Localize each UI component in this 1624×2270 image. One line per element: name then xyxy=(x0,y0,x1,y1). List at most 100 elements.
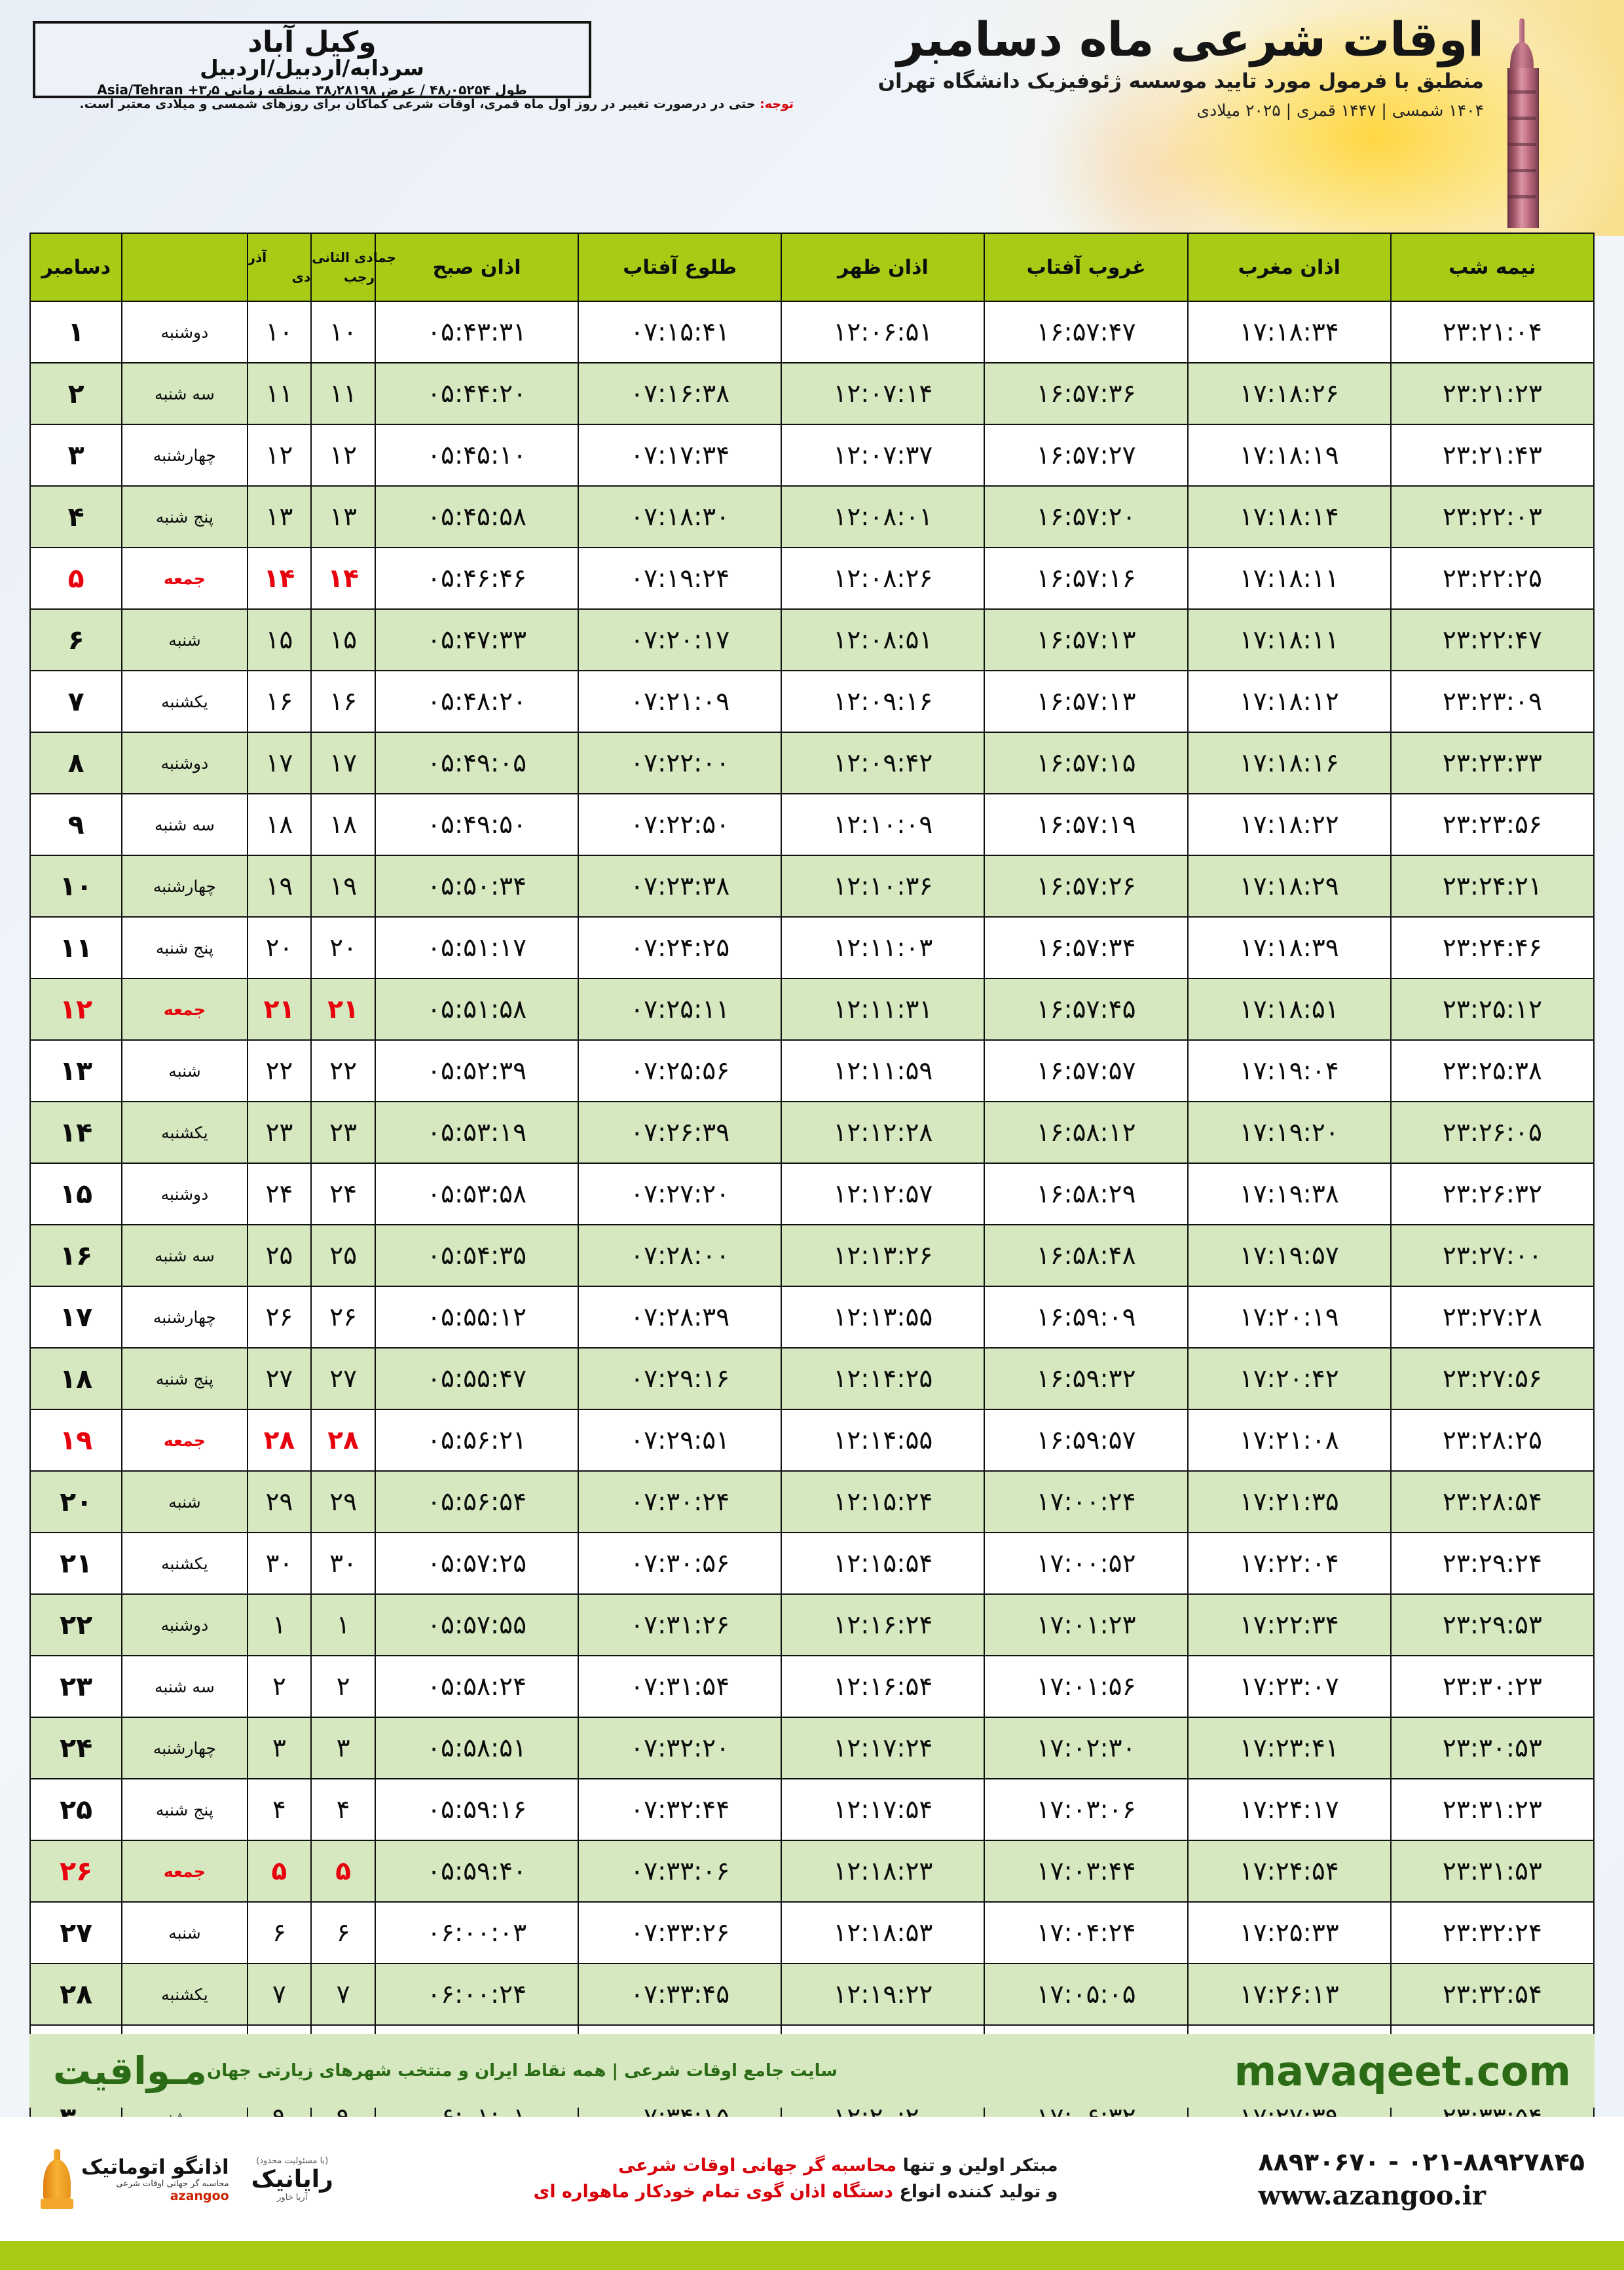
cell-weekday: چهارشنبه xyxy=(121,1717,248,1779)
cell-solar-day: ۲۹ xyxy=(246,1470,312,1533)
cell-fajr: ۰۵:۵۱:۱۷ xyxy=(374,916,580,979)
table-row: ۲۳:۲۹:۲۴ ۱۷:۲۲:۰۴ ۱۷:۰۰:۵۲ ۱۲:۱۵:۵۴ ۰۷:۳۰:۵۶… xyxy=(29,1532,1595,1595)
col-header-zuhr: اذان ظهر xyxy=(781,233,986,302)
contact-website[interactable]: www.azangoo.ir xyxy=(1258,2180,1486,2211)
cell-gregorian-day: ۲۷ xyxy=(29,1901,123,1964)
cell-zuhr: ۱۲:۱۵:۵۴ xyxy=(781,1532,986,1595)
cell-midnight: ۲۳:۲۳:۳۳ xyxy=(1390,732,1595,794)
table-row: ۲۳:۳۱:۵۳ ۱۷:۲۴:۵۴ ۱۷:۰۳:۴۴ ۱۲:۱۸:۲۳ ۰۷:۳۳:۰۶… xyxy=(29,1840,1595,1903)
cell-midnight: ۲۳:۳۲:۵۴ xyxy=(1390,1963,1595,2026)
cell-sunset: ۱۶:۵۸:۲۹ xyxy=(984,1163,1189,1225)
cell-sunset: ۱۶:۵۷:۲۰ xyxy=(984,485,1189,548)
cell-zuhr: ۱۲:۱۱:۰۳ xyxy=(781,916,986,979)
note-line: توجه: حتی در درصورت تغییر در روز اول ماه… xyxy=(34,97,794,111)
rayaneek-logo-top: (با مسئولیت محدود) xyxy=(256,2155,329,2166)
cell-fajr: ۰۵:۴۷:۳۳ xyxy=(374,608,580,671)
brand-footer-band: mavaqeet.com سایت جامع اوقات شرعی | همه … xyxy=(29,2034,1595,2108)
brand-domain[interactable]: mavaqeet.com xyxy=(1234,2047,1571,2095)
cell-solar-day: ۱۱ xyxy=(246,362,312,425)
cell-sunset: ۱۶:۵۷:۲۷ xyxy=(984,424,1189,487)
cell-zuhr: ۱۲:۱۷:۵۴ xyxy=(781,1778,986,1841)
cell-maghrib: ۱۷:۲۵:۳۳ xyxy=(1187,1901,1392,1964)
cell-solar-day: ۲۰ xyxy=(246,916,312,979)
cell-weekday: سه شنبه xyxy=(121,1224,248,1287)
solar-month-b: دی xyxy=(291,269,311,285)
cell-fajr: ۰۵:۴۳:۳۱ xyxy=(374,301,580,363)
cell-midnight: ۲۳:۲۴:۲۱ xyxy=(1390,855,1595,918)
table-row: ۲۳:۲۸:۲۵ ۱۷:۲۱:۰۸ ۱۶:۵۹:۵۷ ۱۲:۱۴:۵۵ ۰۷:۲۹:۵۱… xyxy=(29,1409,1595,1472)
cell-weekday: یکشنبه xyxy=(121,1963,248,2026)
cell-weekday: چهارشنبه xyxy=(121,855,248,918)
cell-solar-day: ۲۲ xyxy=(246,1039,312,1102)
table-row: ۲۳:۲۴:۲۱ ۱۷:۱۸:۲۹ ۱۶:۵۷:۲۶ ۱۲:۱۰:۳۶ ۰۷:۲۳:۳۸… xyxy=(29,855,1595,918)
cell-maghrib: ۱۷:۲۳:۰۷ xyxy=(1187,1655,1392,1718)
table-row: ۲۳:۲۷:۲۸ ۱۷:۲۰:۱۹ ۱۶:۵۹:۰۹ ۱۲:۱۳:۵۵ ۰۷:۲۸:۳۹… xyxy=(29,1286,1595,1349)
location-coordinates: طول ۴۸٫۰۵۲۵۴ / عرض ۳۸٫۲۸۱۹۸ منطقه زمانی … xyxy=(97,82,527,98)
slogan-line-2: و تولید کننده انواع دستگاه اذان گوی تمام… xyxy=(534,2179,1058,2206)
cell-midnight: ۲۳:۳۱:۲۳ xyxy=(1390,1778,1595,1841)
cell-lunar-day: ۱۷ xyxy=(310,732,376,794)
cell-lunar-day: ۱۴ xyxy=(310,547,376,610)
cell-gregorian-day: ۶ xyxy=(29,608,123,671)
cell-maghrib: ۱۷:۲۱:۳۵ xyxy=(1187,1470,1392,1533)
cell-midnight: ۲۳:۲۹:۲۴ xyxy=(1390,1532,1595,1595)
cell-gregorian-day: ۸ xyxy=(29,732,123,794)
cell-sunrise: ۰۷:۳۳:۲۶ xyxy=(578,1901,783,1964)
cell-weekday: چهارشنبه xyxy=(121,424,248,487)
cell-lunar-day: ۳ xyxy=(310,1717,376,1779)
cell-weekday: یکشنبه xyxy=(121,1532,248,1595)
azangoo-logo-text: اذانگو اتوماتیک محاسبه گر جهانی اوقات شر… xyxy=(81,2155,229,2203)
cell-fajr: ۰۵:۵۷:۲۵ xyxy=(374,1532,580,1595)
cell-sunrise: ۰۷:۲۵:۱۱ xyxy=(578,978,783,1041)
cell-weekday: جمعه xyxy=(121,1409,248,1472)
cell-maghrib: ۱۷:۱۸:۳۴ xyxy=(1187,301,1392,363)
col-header-lunar-month: جمادی الثانی رجب xyxy=(310,233,396,302)
cell-sunrise: ۰۷:۲۲:۰۰ xyxy=(578,732,783,794)
table-row: ۲۳:۲۲:۰۳ ۱۷:۱۸:۱۴ ۱۶:۵۷:۲۰ ۱۲:۰۸:۰۱ ۰۷:۱۸:۳۰… xyxy=(29,485,1595,548)
cell-solar-day: ۱۵ xyxy=(246,608,312,671)
cell-maghrib: ۱۷:۱۸:۱۱ xyxy=(1187,547,1392,610)
cell-gregorian-day: ۲۲ xyxy=(29,1593,123,1656)
cell-sunrise: ۰۷:۲۵:۵۶ xyxy=(578,1039,783,1102)
cell-fajr: ۰۶:۰۰:۲۴ xyxy=(374,1963,580,2026)
cell-sunset: ۱۷:۰۲:۳۰ xyxy=(984,1717,1189,1779)
cell-sunrise: ۰۷:۲۳:۳۸ xyxy=(578,855,783,918)
cell-fajr: ۰۵:۴۹:۵۰ xyxy=(374,793,580,856)
cell-zuhr: ۱۲:۰۸:۵۱ xyxy=(781,608,986,671)
cell-maghrib: ۱۷:۱۸:۱۹ xyxy=(1187,424,1392,487)
cell-maghrib: ۱۷:۲۱:۰۸ xyxy=(1187,1409,1392,1472)
col-header-sunset: غروب آفتاب xyxy=(984,233,1189,302)
contact-block: ۰۲۱-۸۸۹۲۷۸۴۵ - ۸۸۹۳۰۶۷۰ www.azangoo.ir xyxy=(1258,2148,1585,2211)
cell-solar-day: ۱ xyxy=(246,1593,312,1656)
cell-solar-day: ۶ xyxy=(246,1901,312,1964)
cell-lunar-day: ۱۲ xyxy=(310,424,376,487)
cell-sunrise: ۰۷:۳۱:۲۶ xyxy=(578,1593,783,1656)
cell-lunar-day: ۶ xyxy=(310,1901,376,1964)
cell-weekday: سه شنبه xyxy=(121,1655,248,1718)
cell-sunrise: ۰۷:۳۲:۲۰ xyxy=(578,1717,783,1779)
cell-lunar-day: ۲ xyxy=(310,1655,376,1718)
table-row: ۲۳:۲۶:۳۲ ۱۷:۱۹:۳۸ ۱۶:۵۸:۲۹ ۱۲:۱۲:۵۷ ۰۷:۲۷:۲۰… xyxy=(29,1163,1595,1225)
cell-sunset: ۱۷:۰۳:۰۶ xyxy=(984,1778,1189,1841)
cell-gregorian-day: ۱۲ xyxy=(29,978,123,1041)
cell-lunar-day: ۷ xyxy=(310,1963,376,2026)
cell-solar-day: ۲۳ xyxy=(246,1101,312,1164)
note-text: حتی در درصورت تغییر در روز اول ماه قمری،… xyxy=(79,97,760,111)
cell-fajr: ۰۵:۴۵:۵۸ xyxy=(374,485,580,548)
table-row: ۲۳:۲۶:۰۵ ۱۷:۱۹:۲۰ ۱۶:۵۸:۱۲ ۱۲:۱۲:۲۸ ۰۷:۲۶:۳۹… xyxy=(29,1101,1595,1164)
cell-sunset: ۱۷:۰۴:۲۴ xyxy=(984,1901,1189,1964)
cell-midnight: ۲۳:۲۱:۰۴ xyxy=(1390,301,1595,363)
solar-month-a: آذر xyxy=(248,250,267,265)
cell-weekday: دوشنبه xyxy=(121,1163,248,1225)
cell-midnight: ۲۳:۳۲:۲۴ xyxy=(1390,1901,1595,1964)
cell-zuhr: ۱۲:۰۹:۱۶ xyxy=(781,670,986,733)
cell-lunar-day: ۲۳ xyxy=(310,1101,376,1164)
cell-zuhr: ۱۲:۱۸:۵۳ xyxy=(781,1901,986,1964)
table-row: ۲۳:۳۰:۲۳ ۱۷:۲۳:۰۷ ۱۷:۰۱:۵۶ ۱۲:۱۶:۵۴ ۰۷:۳۱:۵۴… xyxy=(29,1655,1595,1718)
cell-fajr: ۰۵:۵۱:۵۸ xyxy=(374,978,580,1041)
cell-sunrise: ۰۷:۲۷:۲۰ xyxy=(578,1163,783,1225)
cell-gregorian-day: ۲۰ xyxy=(29,1470,123,1533)
cell-fajr: ۰۵:۴۶:۴۶ xyxy=(374,547,580,610)
cell-solar-day: ۲ xyxy=(246,1655,312,1718)
cell-zuhr: ۱۲:۱۱:۵۹ xyxy=(781,1039,986,1102)
